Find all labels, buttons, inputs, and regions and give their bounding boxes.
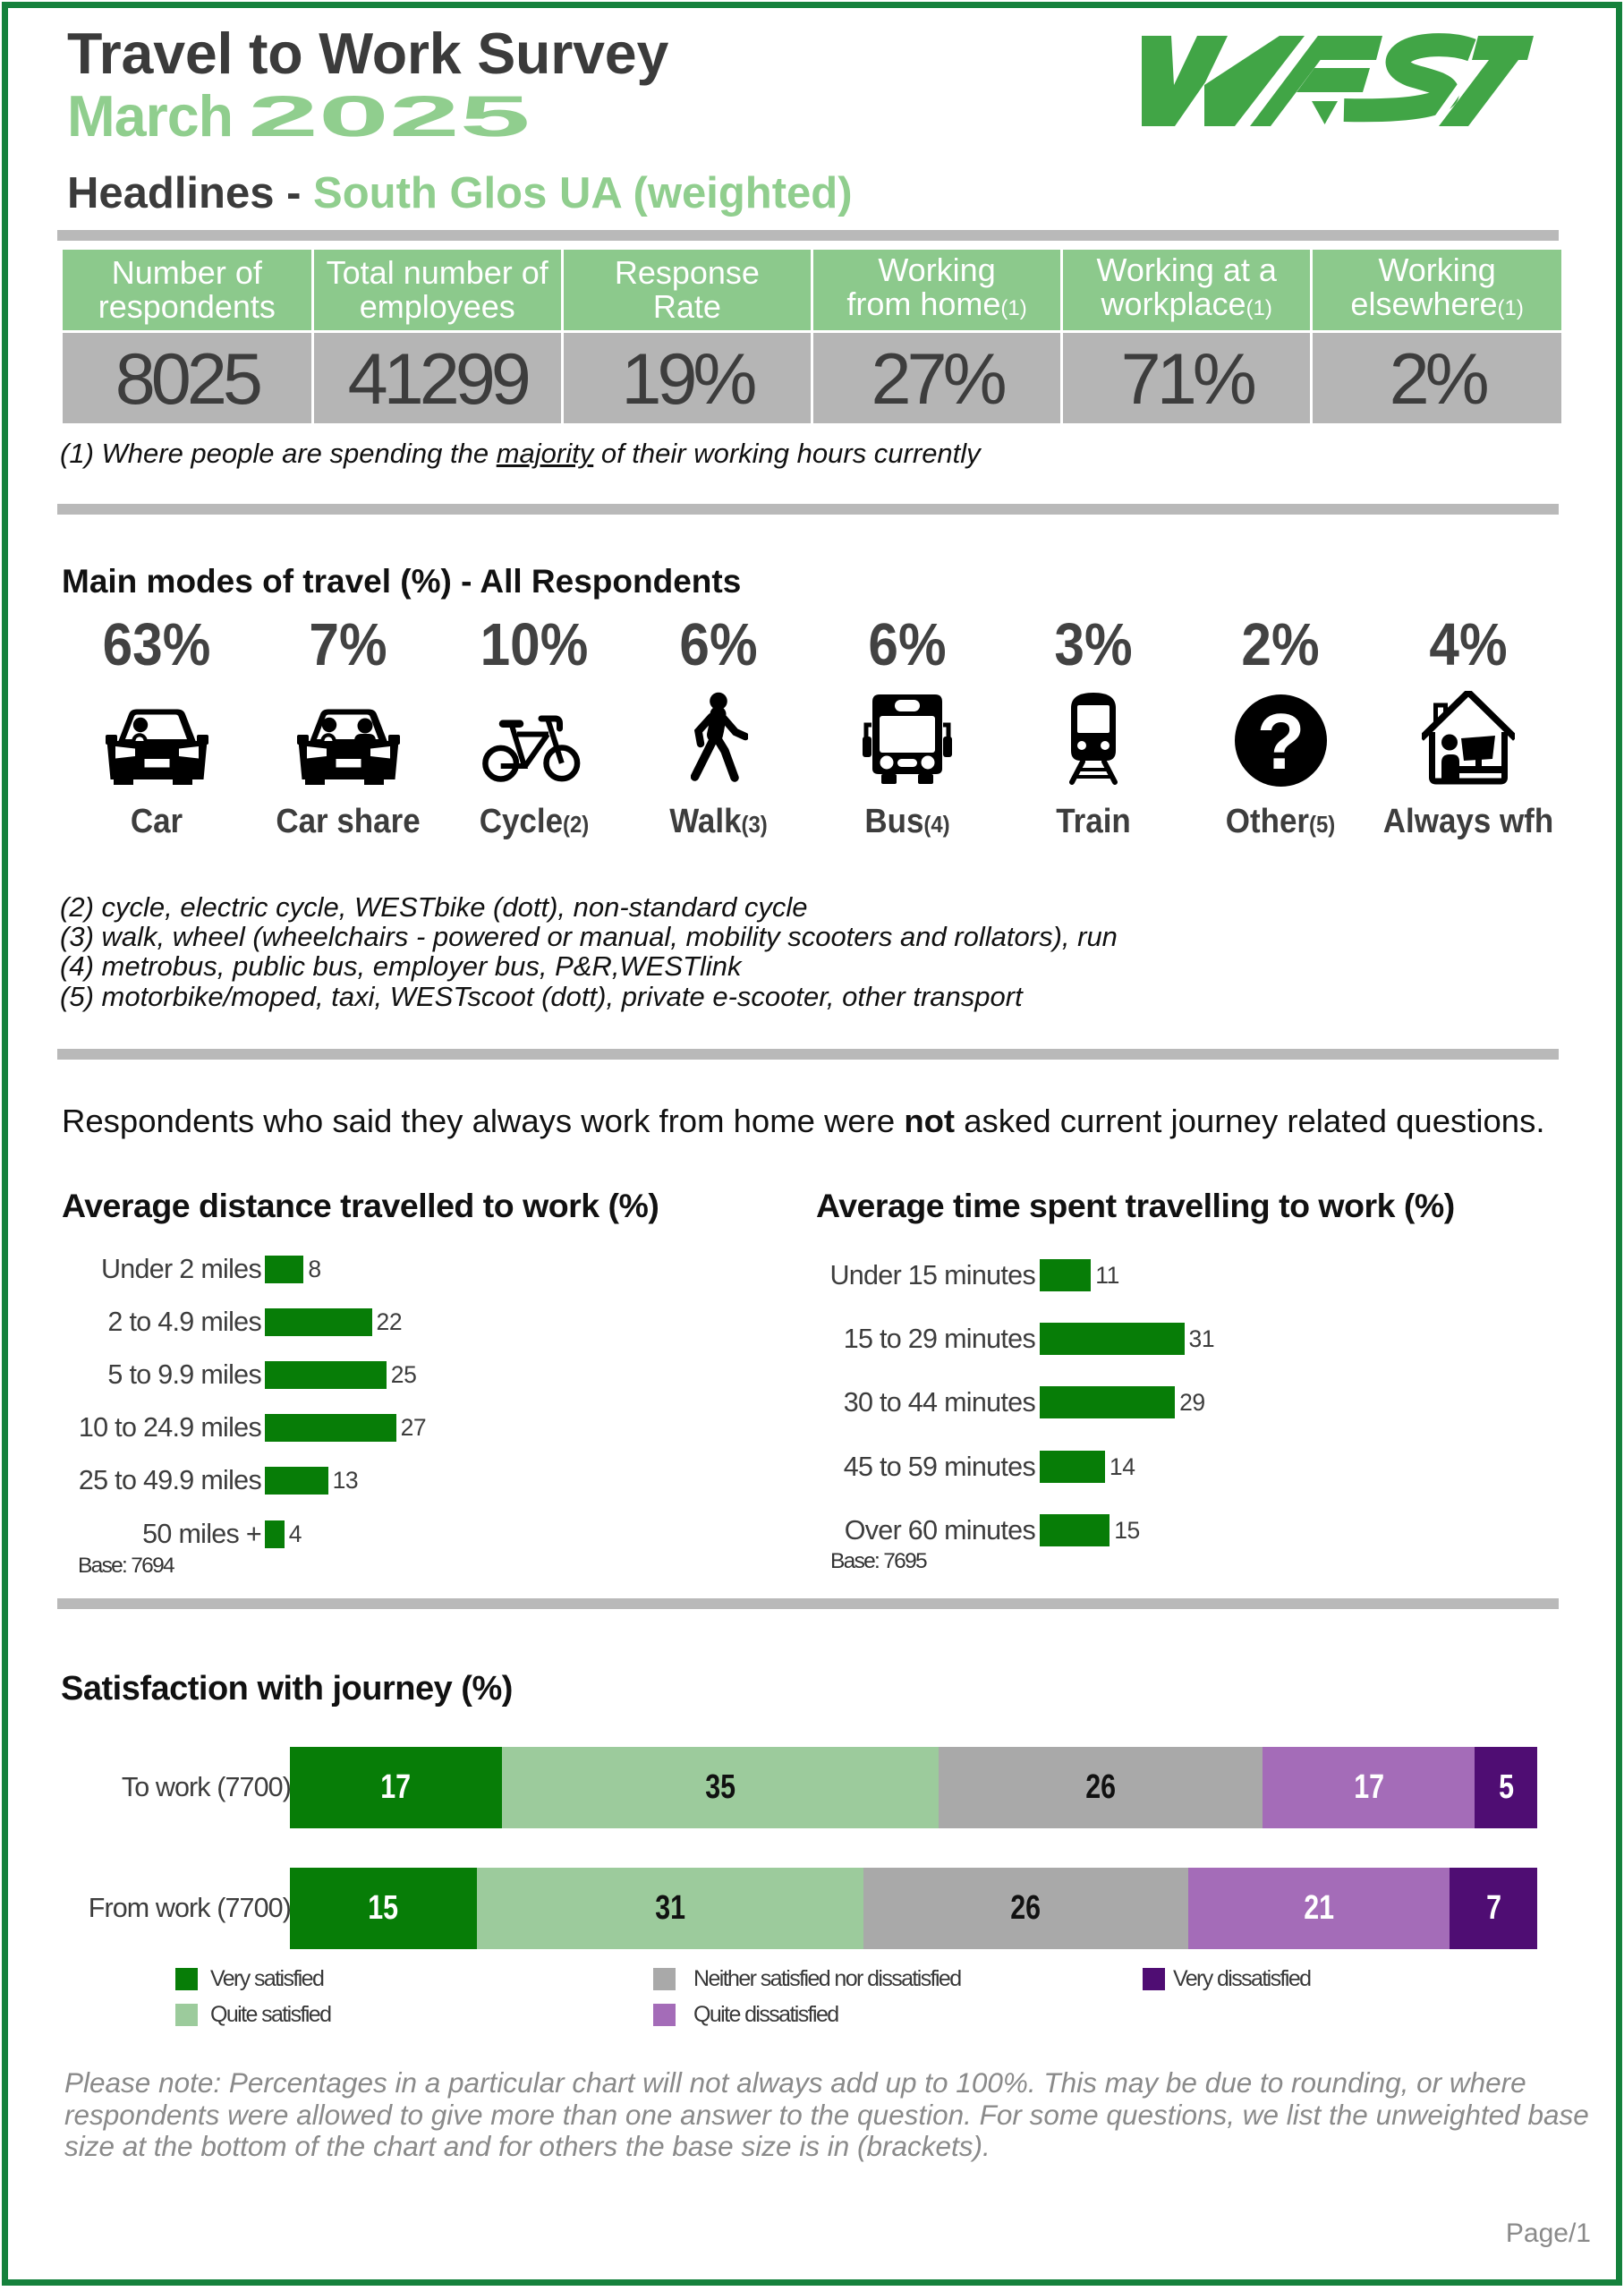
svg-text:?: ? — [1257, 697, 1305, 786]
